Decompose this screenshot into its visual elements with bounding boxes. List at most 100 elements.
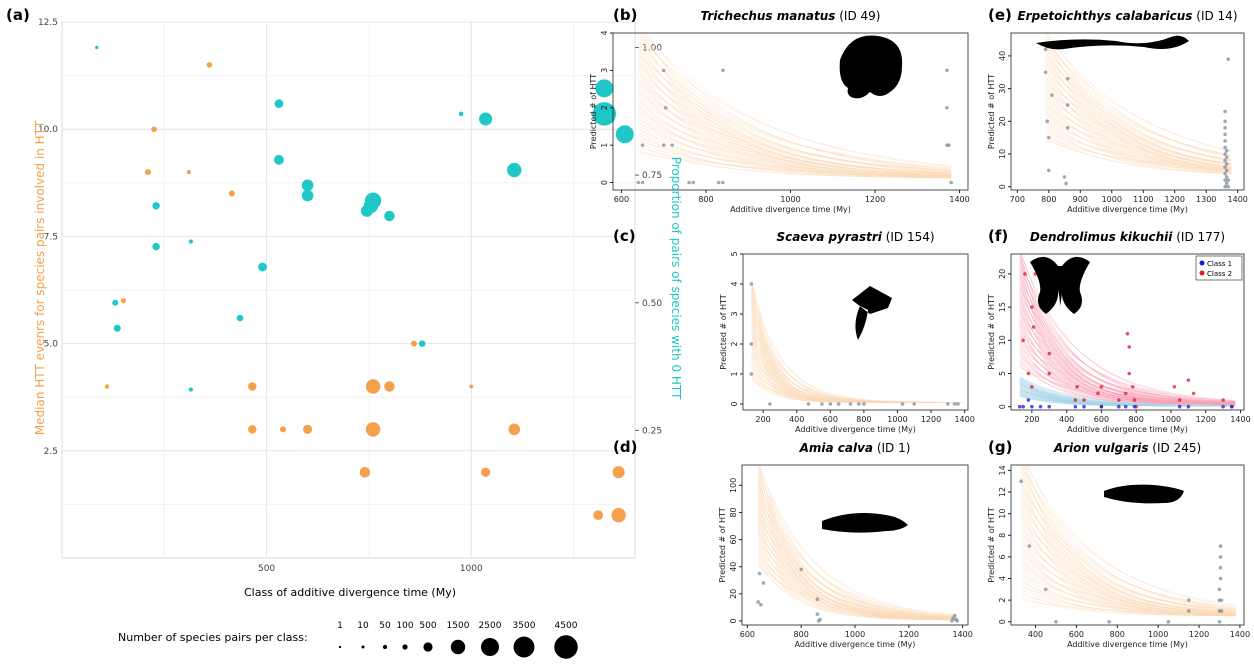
class2-point xyxy=(1031,325,1036,329)
data-point xyxy=(862,402,866,406)
data-point xyxy=(950,619,954,623)
data-point xyxy=(1065,126,1070,130)
curve xyxy=(638,77,952,178)
x-tick-label: 800 xyxy=(1129,415,1144,424)
median-point xyxy=(508,423,521,436)
data-point xyxy=(661,143,666,147)
x-tick-label: 200 xyxy=(756,415,771,424)
data-point xyxy=(756,600,760,604)
y-tick-label: 3 xyxy=(600,68,609,73)
size-legend-circle xyxy=(513,636,535,658)
plot-area-e xyxy=(1043,33,1232,189)
y-tick-label: 80 xyxy=(729,507,738,517)
curve xyxy=(759,465,958,620)
median-point xyxy=(411,340,417,347)
x-tick-label: 800 xyxy=(1041,195,1056,204)
y-tick-label: 10 xyxy=(998,335,1007,345)
curve xyxy=(757,472,958,619)
plot-area-g xyxy=(1019,465,1236,624)
panel-b: 600 800 1000 1200 1400 0 1 2 3 4 Additive divergen… xyxy=(589,6,970,214)
curve xyxy=(759,465,958,619)
x-tick-label: 1000 xyxy=(1148,630,1168,639)
curve xyxy=(638,134,952,179)
class2-point xyxy=(1191,391,1196,396)
data-point xyxy=(806,402,811,406)
legend-box xyxy=(1195,255,1243,281)
data-point xyxy=(1107,619,1111,624)
y-axis-label: Predicted # of HTT xyxy=(589,74,598,149)
species-name: Trichechus manatus xyxy=(701,9,836,23)
panel-label: (c) xyxy=(613,227,636,245)
curve xyxy=(638,92,952,177)
data-point xyxy=(945,105,949,110)
proportion-point xyxy=(258,262,267,272)
size-legend-circle xyxy=(423,642,433,652)
data-point xyxy=(749,282,754,286)
data-point xyxy=(640,143,645,147)
curve xyxy=(1020,479,1236,616)
curve xyxy=(643,33,952,167)
y-tick-label: 4 xyxy=(730,281,739,286)
panel-id: (ID 49) xyxy=(835,9,880,23)
data-point xyxy=(768,402,772,406)
y-tick-label: 0 xyxy=(730,401,739,406)
curve xyxy=(757,485,958,617)
curve xyxy=(1025,465,1236,614)
y-tick-label: 40 xyxy=(998,51,1007,61)
curve-class2 xyxy=(1020,254,1236,402)
legend-class2-swatch xyxy=(1199,270,1205,276)
data-point xyxy=(949,180,953,185)
class1-point xyxy=(1073,404,1078,409)
data-point xyxy=(670,143,674,147)
y-tick-label: 5 xyxy=(998,371,1007,376)
class2-point xyxy=(1030,305,1034,309)
panel-c: 200 400 600 800 1000 1200 1400 0 1 2 3 4 5 Additive d… xyxy=(613,227,975,434)
plot-frame xyxy=(742,253,969,411)
median-point xyxy=(481,467,491,477)
size-legend-title: Number of species pairs per class: xyxy=(118,631,308,644)
y-axis-label: Predicted # of HTT xyxy=(987,294,996,369)
plot-area-b xyxy=(636,33,953,185)
curve xyxy=(643,33,952,176)
data-point xyxy=(1224,162,1229,166)
data-point xyxy=(1065,103,1070,107)
size-legend-label: 50 xyxy=(379,621,391,631)
y-tick-label: 0 xyxy=(729,618,738,623)
x-tick-label: 1400 xyxy=(1230,630,1250,639)
median-point xyxy=(365,422,381,437)
median-point xyxy=(120,298,126,304)
class2-point xyxy=(1030,384,1034,389)
data-point xyxy=(946,402,950,406)
data-point xyxy=(945,68,949,73)
data-point xyxy=(1219,598,1224,602)
data-point xyxy=(1054,619,1058,624)
data-point xyxy=(1223,139,1227,143)
curve-class1 xyxy=(1019,376,1236,406)
class2-point xyxy=(1082,398,1086,402)
size-legend-label: 10 xyxy=(357,621,369,631)
x-tick-label: 1400 xyxy=(952,630,972,639)
x-tick-label: 1200 xyxy=(865,195,885,204)
y-tick-label: 12 xyxy=(998,487,1007,497)
moth-icon xyxy=(1030,256,1090,314)
curve xyxy=(758,465,958,616)
curve xyxy=(751,277,962,403)
proportion-point xyxy=(236,314,244,322)
x-tick-label: 200 xyxy=(1024,415,1039,424)
class2-point xyxy=(1123,391,1128,396)
data-point xyxy=(1223,119,1227,124)
data-point xyxy=(1224,168,1229,173)
median-point xyxy=(384,381,395,392)
proportion-point xyxy=(595,79,614,98)
size-legend-circle xyxy=(382,644,388,650)
fish-amia-icon xyxy=(822,513,908,533)
data-point xyxy=(1223,171,1227,176)
proportion-point xyxy=(274,154,284,165)
data-point xyxy=(1027,544,1032,548)
curve xyxy=(1045,40,1232,166)
panel-id: (ID 177) xyxy=(1172,230,1225,244)
data-point xyxy=(757,571,762,576)
curve xyxy=(1027,465,1236,611)
curve xyxy=(1022,465,1236,615)
